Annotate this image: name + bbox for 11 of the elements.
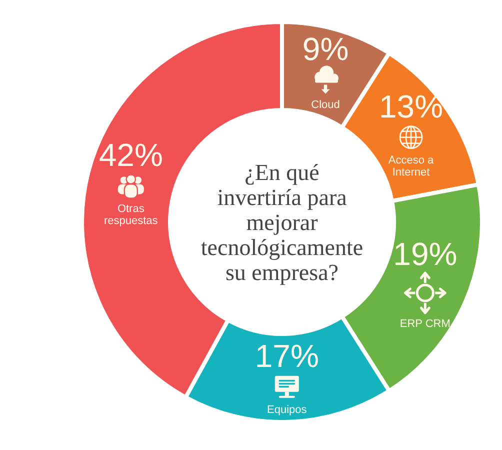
text: ¿En qué invertiría para mejorar tecnológicamente su empresa? xyxy=(200,160,364,284)
slice-label: Cloud xyxy=(311,99,340,112)
data-label: 9% xyxy=(302,31,349,68)
slice-label: Acceso a Internet xyxy=(388,154,435,178)
data-label: 13% xyxy=(379,88,444,124)
data-label: 17% xyxy=(254,338,319,374)
slice-label: Otras respuestas xyxy=(104,203,158,228)
slice-label: ERP CRM xyxy=(400,318,450,330)
slice-label: Equipos xyxy=(267,404,308,416)
data-label: 19% xyxy=(393,236,458,272)
data-label: 42% xyxy=(98,137,163,174)
